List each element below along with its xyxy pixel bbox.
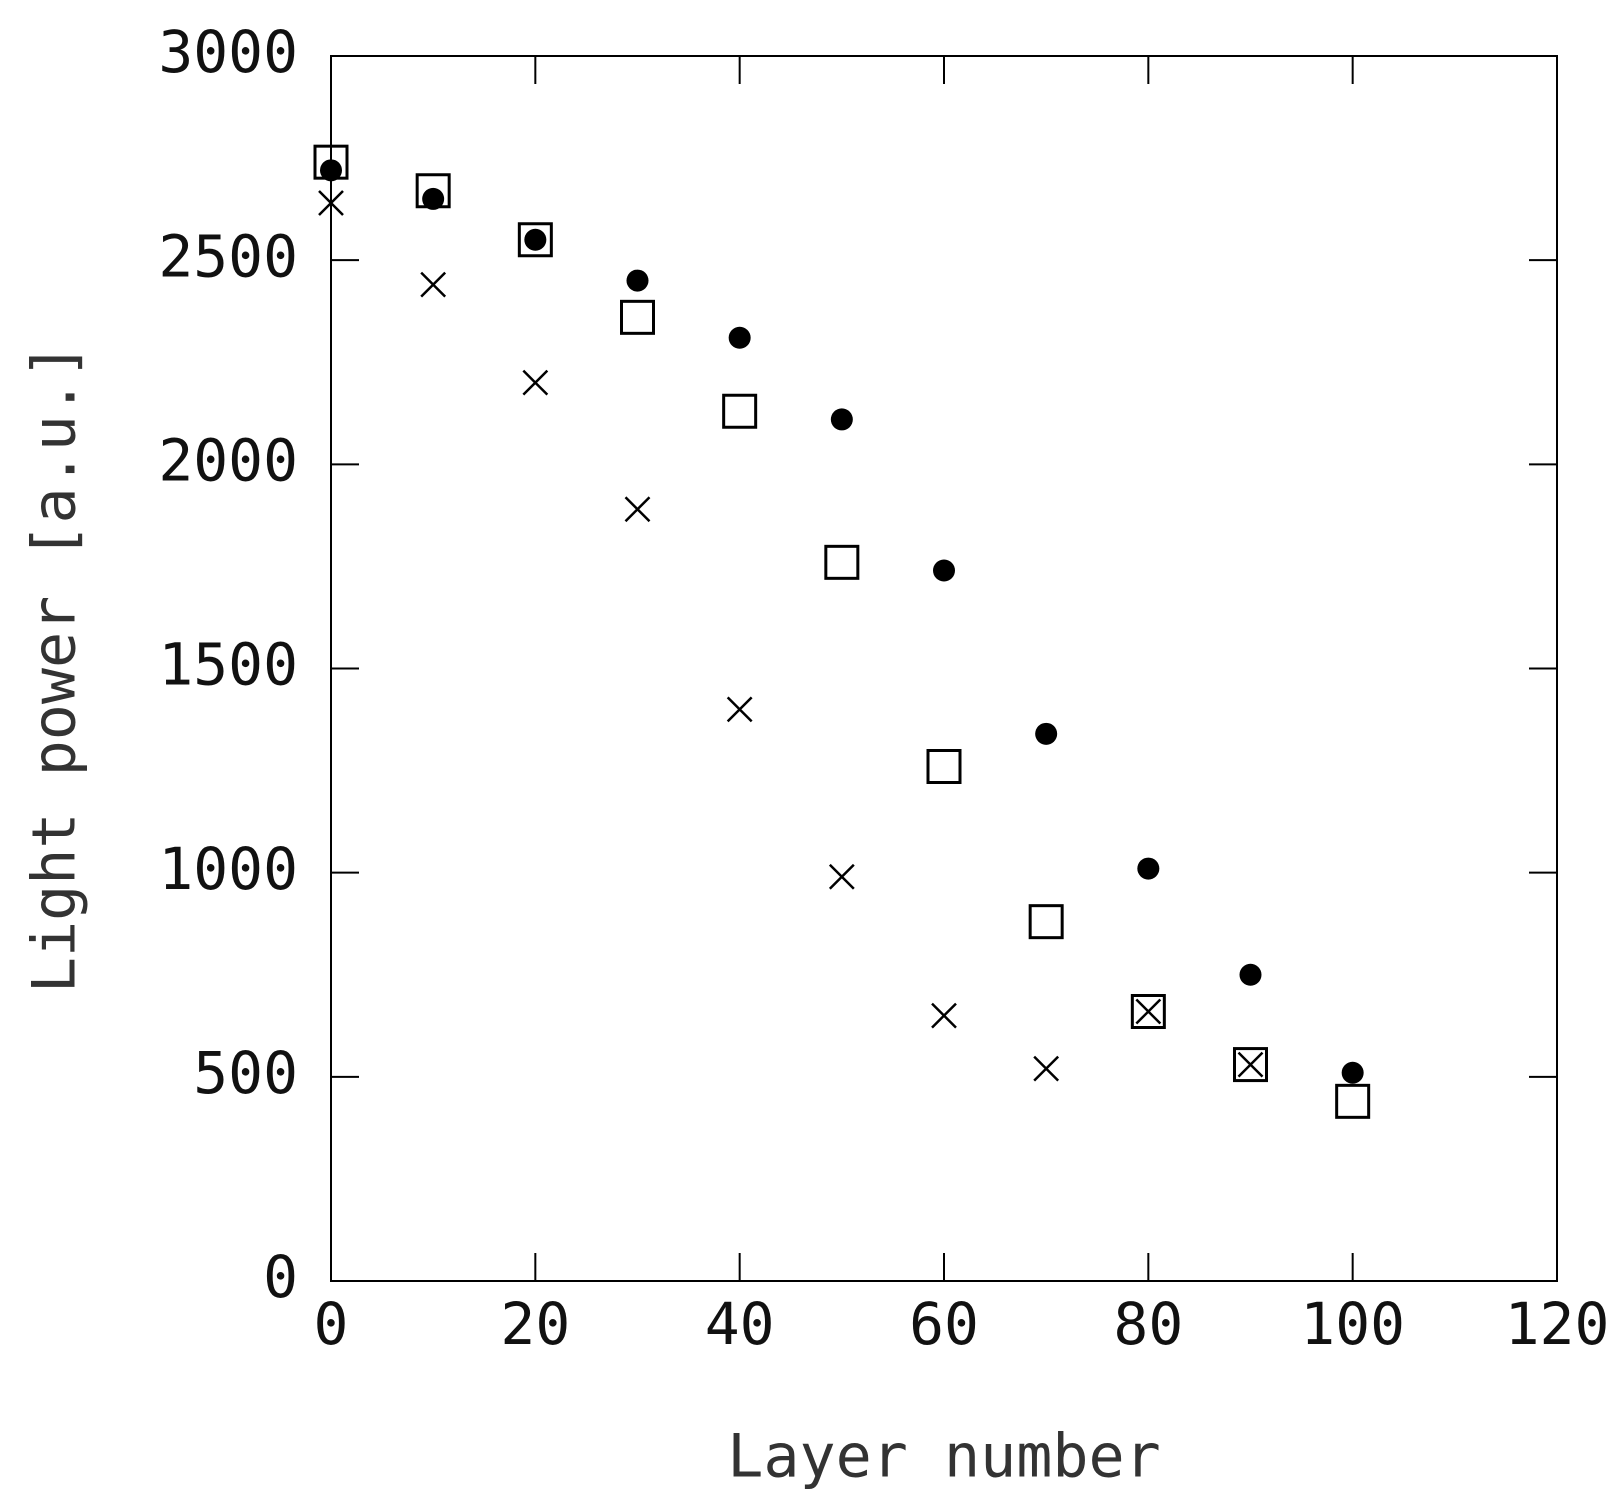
plot-frame	[330, 55, 1558, 1282]
point	[722, 393, 758, 429]
x-tick-label: 80	[1113, 1290, 1183, 1358]
point	[320, 159, 342, 182]
point	[931, 1002, 957, 1029]
y-tick-label: 1000	[158, 835, 298, 903]
point	[1335, 1083, 1371, 1119]
point	[620, 299, 655, 335]
point	[522, 369, 549, 396]
point	[1033, 1055, 1060, 1082]
x-tick-label: 40	[705, 1290, 775, 1358]
point	[728, 326, 751, 349]
point	[1130, 994, 1166, 1029]
x-tick-label: 0	[314, 1290, 349, 1358]
x-tick-label: 60	[909, 1290, 979, 1358]
y-tick-label: 2500	[158, 222, 298, 290]
point	[830, 408, 853, 431]
point	[1239, 963, 1262, 986]
point	[624, 496, 651, 523]
point	[933, 559, 955, 582]
point	[1035, 722, 1058, 745]
y-tick-label: 500	[193, 1039, 298, 1107]
point	[926, 749, 962, 784]
point	[1135, 998, 1162, 1025]
point	[1233, 1047, 1268, 1083]
x-tick-label: 100	[1300, 1290, 1405, 1358]
point	[524, 228, 547, 251]
point	[828, 863, 855, 890]
point	[313, 144, 349, 180]
y-tick-label: 0	[263, 1243, 298, 1311]
point	[1028, 904, 1064, 940]
point	[415, 173, 451, 209]
point	[422, 187, 445, 210]
y-tick-label: 3000	[158, 18, 298, 86]
y-tick-label: 1500	[158, 631, 298, 699]
point	[626, 269, 649, 292]
point	[1137, 857, 1160, 880]
x-tick-label: 20	[500, 1290, 570, 1358]
x-axis-title: Layer number	[727, 1422, 1160, 1492]
point	[1237, 1051, 1264, 1078]
point	[517, 222, 553, 258]
point	[318, 190, 344, 216]
x-tick-label: 120	[1505, 1290, 1610, 1358]
point	[824, 544, 860, 580]
point	[726, 696, 753, 723]
point	[1341, 1061, 1364, 1084]
y-tick-label: 2000	[158, 426, 298, 494]
point	[420, 271, 447, 298]
y-axis-title: Light power [a.u.]	[20, 343, 90, 993]
